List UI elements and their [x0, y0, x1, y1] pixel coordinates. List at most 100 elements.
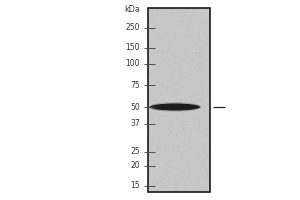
Point [194, 108, 199, 111]
Point [205, 175, 210, 178]
Point [179, 52, 184, 55]
Point [156, 148, 161, 151]
Point [156, 35, 161, 38]
Point [161, 152, 166, 155]
Point [151, 184, 156, 187]
Point [204, 149, 208, 152]
Point [187, 101, 192, 105]
Point [205, 172, 210, 175]
Point [165, 79, 170, 82]
Point [162, 57, 167, 60]
Point [168, 114, 173, 117]
Point [174, 183, 179, 186]
Point [160, 114, 165, 117]
Text: 50: 50 [130, 102, 140, 112]
Point [200, 159, 205, 162]
Point [181, 129, 186, 132]
Point [195, 105, 200, 108]
Point [162, 175, 167, 178]
Point [178, 107, 183, 110]
Point [189, 105, 194, 108]
Point [171, 145, 176, 148]
Point [164, 27, 168, 31]
Point [189, 153, 194, 157]
Point [166, 18, 171, 21]
Point [174, 15, 179, 18]
Point [165, 32, 170, 35]
Point [152, 75, 157, 78]
Point [150, 11, 155, 14]
Point [154, 162, 159, 165]
Point [182, 150, 187, 154]
Point [175, 80, 180, 83]
Point [174, 133, 178, 136]
Point [193, 21, 197, 25]
Point [172, 123, 176, 126]
Point [155, 132, 160, 135]
Point [196, 105, 201, 108]
Point [193, 51, 197, 54]
Point [152, 20, 156, 23]
Point [176, 182, 180, 185]
Point [192, 113, 197, 116]
Point [175, 162, 180, 165]
Point [198, 66, 203, 69]
Point [194, 68, 198, 71]
Point [206, 174, 210, 177]
Point [175, 175, 180, 179]
Point [151, 122, 155, 125]
Point [195, 28, 200, 31]
Point [188, 55, 192, 59]
Point [198, 120, 203, 123]
Point [192, 186, 197, 189]
Point [153, 176, 158, 179]
Point [169, 136, 174, 140]
Point [191, 18, 196, 21]
Point [206, 106, 211, 109]
Point [157, 188, 162, 191]
Point [175, 82, 179, 86]
Point [163, 153, 167, 156]
Point [176, 31, 181, 34]
Point [182, 116, 186, 119]
Point [174, 152, 179, 155]
Point [165, 107, 170, 110]
Point [149, 156, 154, 159]
Point [192, 17, 197, 20]
Point [204, 58, 208, 61]
Point [166, 145, 171, 148]
Point [160, 66, 165, 69]
Point [180, 175, 185, 178]
Point [193, 137, 198, 140]
Point [184, 23, 189, 27]
Point [169, 140, 174, 143]
Point [206, 158, 210, 161]
Point [158, 103, 162, 106]
Point [179, 94, 184, 97]
Point [157, 98, 161, 101]
Point [152, 130, 157, 133]
Point [153, 98, 158, 101]
Point [166, 47, 171, 50]
Point [200, 155, 205, 158]
Point [147, 91, 152, 94]
Point [200, 106, 205, 109]
Point [150, 154, 155, 157]
Point [194, 132, 199, 135]
Point [196, 107, 201, 110]
Point [193, 148, 198, 151]
Point [202, 46, 207, 49]
Point [186, 76, 191, 79]
Point [157, 171, 162, 174]
Point [196, 76, 201, 79]
Point [179, 110, 184, 114]
Point [176, 115, 181, 118]
Point [199, 131, 204, 134]
Point [158, 90, 163, 94]
Point [160, 155, 165, 158]
Point [150, 182, 154, 185]
Point [166, 64, 170, 67]
Point [168, 18, 173, 21]
Point [160, 26, 165, 29]
Point [176, 169, 181, 172]
